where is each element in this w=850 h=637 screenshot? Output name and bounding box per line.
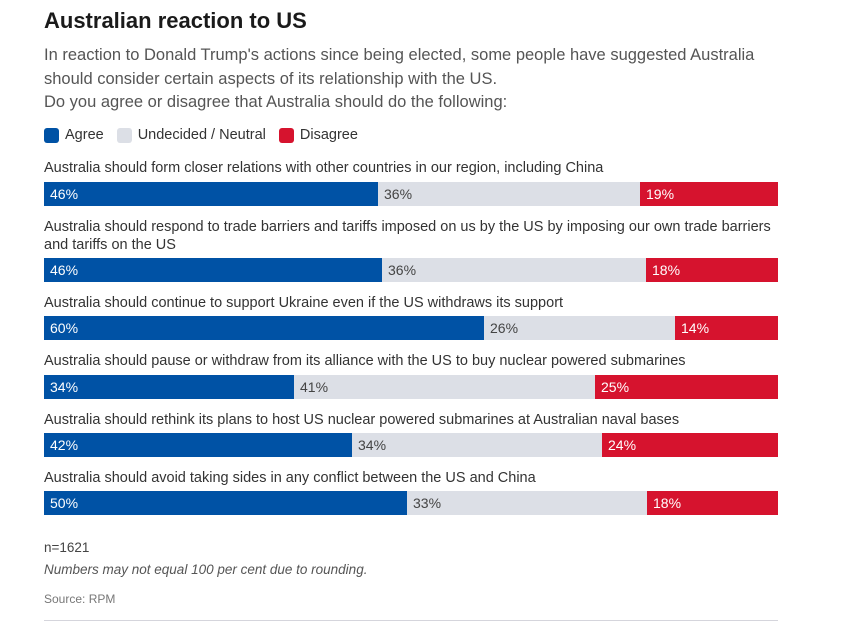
legend-swatch (116, 127, 132, 143)
rounding-note: Numbers may not equal 100 per cent due t… (44, 562, 368, 577)
chart-title: Australian reaction to US (44, 8, 307, 33)
data-label: 46% (50, 186, 79, 202)
legend-item-2: Undecided / Neutral (116, 127, 266, 143)
data-label: 24% (608, 437, 637, 453)
bar-segment-undecided-neutral: 26% (484, 316, 675, 340)
stacked-bar: 34% 41% 25% (44, 375, 778, 399)
bar-segment-undecided-neutral: 34% (352, 433, 602, 457)
bar-segment-agree: 42% (44, 433, 352, 457)
data-label: 18% (653, 495, 682, 511)
legend-item-3: Disagree (278, 127, 358, 143)
bar-segment-agree: 34% (44, 375, 294, 399)
question-label: Australia should continue to support Ukr… (44, 295, 564, 311)
bar-segment-disagree: 18% (647, 491, 778, 515)
data-label: 18% (652, 262, 681, 278)
bottom-divider (44, 620, 778, 621)
bar-segment-disagree: 25% (595, 375, 778, 399)
chart-subtitle: In reaction to Donald Trump's actions si… (44, 44, 804, 115)
data-label: 36% (388, 262, 417, 278)
legend-label: Disagree (299, 127, 358, 143)
question-label: Australia should avoid taking sides in a… (44, 470, 536, 486)
bar-segment-disagree: 19% (640, 182, 778, 206)
data-label: 60% (50, 320, 79, 336)
data-label: 34% (358, 437, 387, 453)
bar-segment-undecided-neutral: 33% (407, 491, 647, 515)
bar-segment-disagree: 18% (646, 258, 778, 282)
stacked-bar: 46% 36% 18% (44, 258, 778, 282)
data-label: 42% (50, 437, 79, 453)
bar-segment-agree: 46% (44, 182, 378, 206)
bar-segment-disagree: 14% (675, 316, 778, 340)
question-label: Australia should pause or withdraw from … (44, 353, 686, 369)
data-label: 33% (413, 495, 442, 511)
data-label: 46% (50, 262, 79, 278)
data-label: 50% (50, 495, 79, 511)
bar-segment-agree: 46% (44, 258, 382, 282)
data-label: 19% (646, 186, 675, 202)
legend-swatch (278, 127, 294, 143)
legend-swatch (44, 127, 59, 143)
data-label: 25% (601, 379, 630, 395)
data-label: 36% (384, 186, 413, 202)
subtitle-text: In reaction to Donald Trump's actions si… (44, 46, 755, 111)
question-label: Australia should respond to trade barrie… (44, 219, 771, 253)
data-label: 34% (50, 379, 79, 395)
stacked-bar: 60% 26% 14% (44, 316, 778, 340)
bar-segment-agree: 60% (44, 316, 484, 340)
stacked-bar: 50% 33% 18% (44, 491, 778, 515)
bar-segment-undecided-neutral: 36% (378, 182, 640, 206)
question-label: Australia should form closer relations w… (44, 160, 604, 176)
stacked-bar: 46% 36% 19% (44, 182, 778, 206)
data-label: 26% (490, 320, 519, 336)
bar-segment-undecided-neutral: 36% (382, 258, 646, 282)
legend-label: Undecided / Neutral (137, 127, 266, 143)
source-credit: Source: RPM (44, 592, 116, 606)
stacked-bar: 42% 34% 24% (44, 433, 778, 457)
data-label: 41% (300, 379, 329, 395)
bar-segment-disagree: 24% (602, 433, 778, 457)
legend-label: Agree (65, 127, 104, 143)
sample-size-note: n=1621 (44, 540, 90, 555)
legend: Agree Undecided / Neutral Disagree (44, 127, 371, 143)
bar-segment-agree: 50% (44, 491, 407, 515)
data-label: 14% (681, 320, 710, 336)
bar-segment-undecided-neutral: 41% (294, 375, 595, 399)
question-label: Australia should rethink its plans to ho… (44, 412, 680, 428)
legend-item-1: Agree (44, 127, 104, 143)
